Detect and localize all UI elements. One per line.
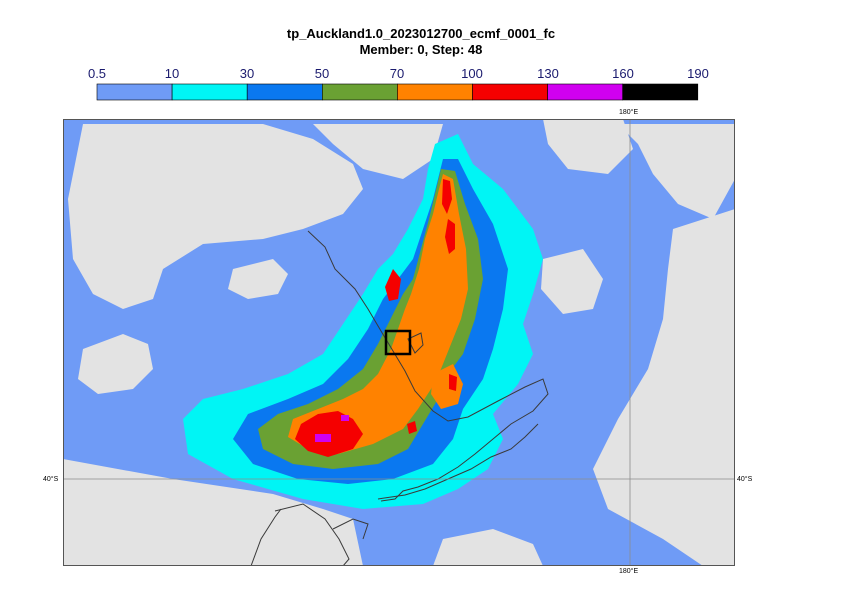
lat-tick-left: 40°S — [43, 476, 59, 483]
legend-label-8: 190 — [687, 66, 709, 81]
legend-label-7: 160 — [612, 66, 634, 81]
legend-swatch-7 — [622, 83, 699, 101]
legend-swatch-5 — [472, 83, 548, 101]
legend-label-3: 50 — [314, 66, 330, 81]
legend-label-0: 0.5 — [87, 66, 107, 81]
legend-swatch-2 — [246, 83, 323, 101]
legend-swatch-6 — [547, 83, 623, 101]
lat-tick-right: 40°S — [737, 476, 753, 483]
dry-areas — [63, 119, 735, 566]
precip-70-100 — [288, 174, 468, 454]
legend-label-1: 10 — [164, 66, 180, 81]
color-legend — [96, 83, 699, 101]
graticule — [63, 119, 735, 566]
legend-swatch-1 — [171, 83, 248, 101]
legend-label-4: 70 — [389, 66, 405, 81]
legend-swatch-4 — [397, 83, 473, 101]
legend-swatch-3 — [321, 83, 398, 101]
coastlines — [250, 230, 549, 566]
precipitation-map — [63, 119, 735, 566]
precip-70-100-cell — [431, 364, 463, 409]
precip-130-160 — [315, 415, 349, 442]
auckland-location-box — [384, 329, 412, 356]
plot-title: tp_Auckland1.0_2023012700_ecmf_0001_fc — [286, 26, 556, 41]
legend-label-6: 130 — [537, 66, 559, 81]
legend-swatch-0 — [96, 83, 173, 101]
lon-tick-top: 180°E — [619, 109, 639, 116]
legend-label-2: 30 — [239, 66, 255, 81]
precip-100-130 — [295, 179, 457, 457]
plot-subtitle: Member: 0, Step: 48 — [359, 42, 483, 57]
lon-tick-bottom: 180°E — [619, 568, 639, 575]
legend-label-5: 100 — [461, 66, 483, 81]
map-frame — [63, 119, 735, 566]
